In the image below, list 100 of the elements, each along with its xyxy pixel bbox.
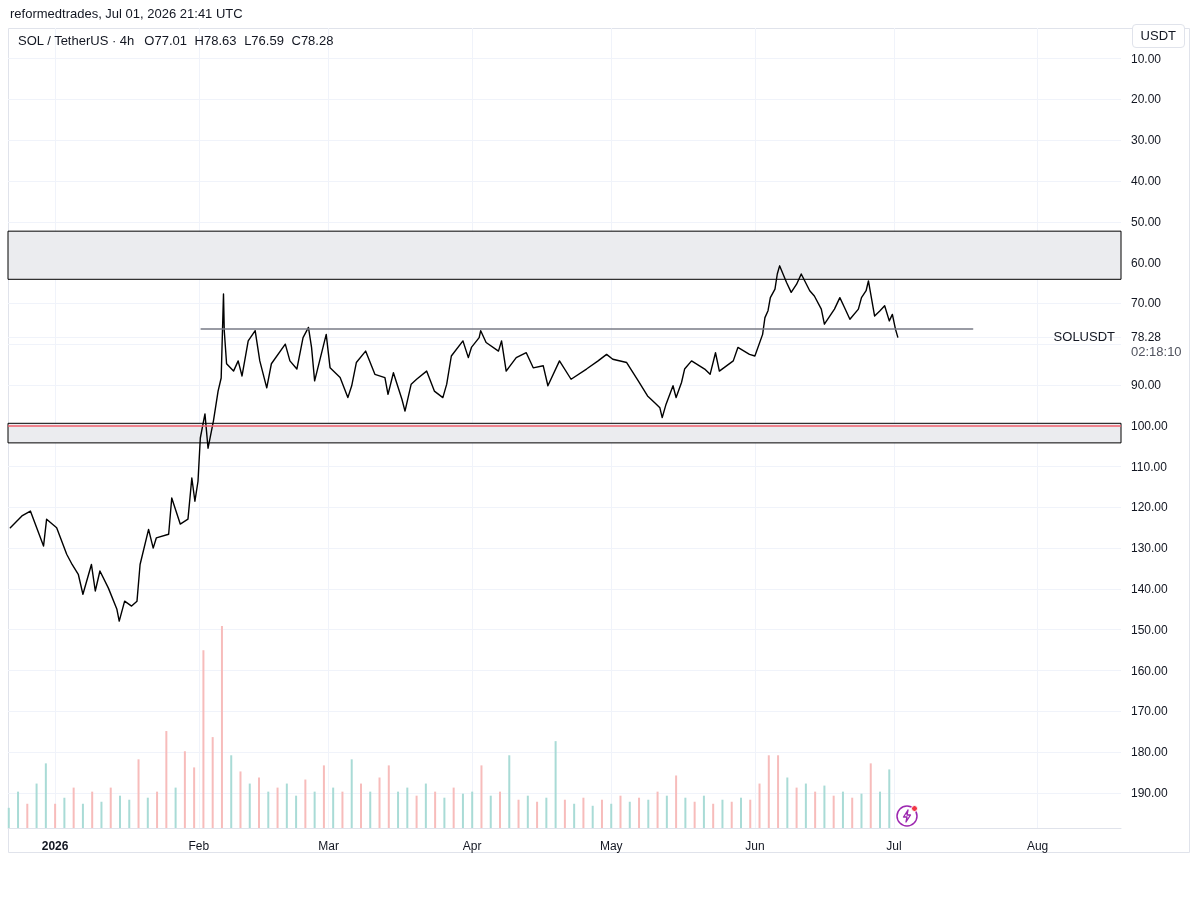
bar <box>295 795 298 828</box>
bar <box>239 771 242 828</box>
bar <box>220 626 223 828</box>
bar <box>211 737 214 828</box>
bar <box>851 797 854 828</box>
bar <box>452 787 455 828</box>
bar <box>128 799 131 828</box>
bar <box>628 801 631 828</box>
bar <box>610 803 613 828</box>
bar <box>554 741 557 828</box>
bar <box>406 787 409 828</box>
y-tick-label: 190.00 <box>1131 785 1169 800</box>
bar <box>638 797 641 828</box>
y-tick-label: 70.00 <box>1131 296 1162 311</box>
bar <box>415 795 418 828</box>
bar <box>72 787 75 828</box>
y-tick-label: 60.00 <box>1131 255 1162 270</box>
bar <box>174 787 177 828</box>
bar <box>434 791 437 828</box>
bar <box>471 791 474 828</box>
x-tick-label: May <box>599 839 623 853</box>
x-tick-label: Jun <box>745 839 765 853</box>
bar <box>665 795 668 828</box>
bar <box>702 795 705 828</box>
y-tick-label: 130.00 <box>1131 541 1169 556</box>
bar <box>44 763 47 828</box>
bar <box>656 791 659 828</box>
bar <box>739 797 742 828</box>
bar <box>146 797 149 828</box>
y-tick-label: 50.00 <box>1131 214 1162 229</box>
x-tick-label: Jul <box>886 839 902 853</box>
bar <box>573 803 576 828</box>
bar <box>359 783 362 828</box>
y-tick-label: 40.00 <box>1131 173 1162 188</box>
bar <box>841 791 844 828</box>
bar <box>582 797 585 828</box>
bar <box>869 763 872 828</box>
bar <box>387 765 390 828</box>
bar <box>17 791 20 828</box>
bar <box>860 793 863 828</box>
bar <box>248 783 251 828</box>
bar <box>267 791 270 828</box>
bar <box>619 795 622 828</box>
bar <box>81 803 84 828</box>
currency-button: USDT <box>1131 24 1185 48</box>
bar <box>54 803 57 828</box>
bar <box>304 779 307 828</box>
bar <box>119 795 121 828</box>
y-tick-label: 120.00 <box>1131 500 1169 515</box>
x-tick-label: Mar <box>318 839 339 853</box>
bar <box>156 791 159 828</box>
y-tick-label: 150.00 <box>1131 622 1169 637</box>
bar <box>786 777 789 828</box>
bar <box>424 783 427 828</box>
bar <box>443 797 446 828</box>
bar <box>322 765 325 828</box>
y-tick-label: 20.00 <box>1131 92 1162 107</box>
bar <box>183 751 186 828</box>
bar <box>832 795 835 828</box>
chart-subtitle: O77.01 H78.63 L76.59 C78.28 <box>144 33 334 48</box>
bar <box>91 791 94 828</box>
x-tick-label: Aug <box>1026 839 1049 853</box>
bar <box>35 783 38 828</box>
y-tick-label: 30.00 <box>1131 133 1162 148</box>
bar <box>276 787 279 828</box>
bar <box>777 755 780 828</box>
bar <box>202 650 205 828</box>
bar <box>563 799 566 828</box>
bar <box>730 801 733 828</box>
bar <box>721 799 724 828</box>
bar <box>332 787 335 828</box>
bar <box>804 783 807 828</box>
bar <box>591 805 594 828</box>
text: 02:18:10 <box>1131 344 1182 361</box>
bar <box>879 791 882 828</box>
bar <box>7 807 10 828</box>
bar <box>600 799 603 828</box>
bar <box>675 775 678 828</box>
bar <box>397 791 400 828</box>
y-tick-label: 10.00 <box>1131 51 1162 66</box>
y-tick-label: 90.00 <box>1131 377 1162 392</box>
bar <box>499 791 502 828</box>
bar <box>526 795 529 828</box>
bar <box>712 803 715 828</box>
bar <box>647 799 650 828</box>
bar <box>684 797 687 828</box>
bar <box>230 755 233 828</box>
y-tick-label: 140.00 <box>1131 581 1169 596</box>
y-tick-label: 100.00 <box>1131 418 1169 433</box>
bar <box>165 731 168 828</box>
bar <box>193 767 196 828</box>
bar <box>313 791 316 828</box>
y-tick-label: 78.28 <box>1131 330 1162 345</box>
bar <box>888 769 891 828</box>
x-tick-label: Feb <box>188 839 210 853</box>
bar <box>109 787 112 828</box>
bar <box>489 795 492 828</box>
bar <box>536 801 539 828</box>
bar <box>480 765 483 828</box>
bar <box>350 759 353 828</box>
